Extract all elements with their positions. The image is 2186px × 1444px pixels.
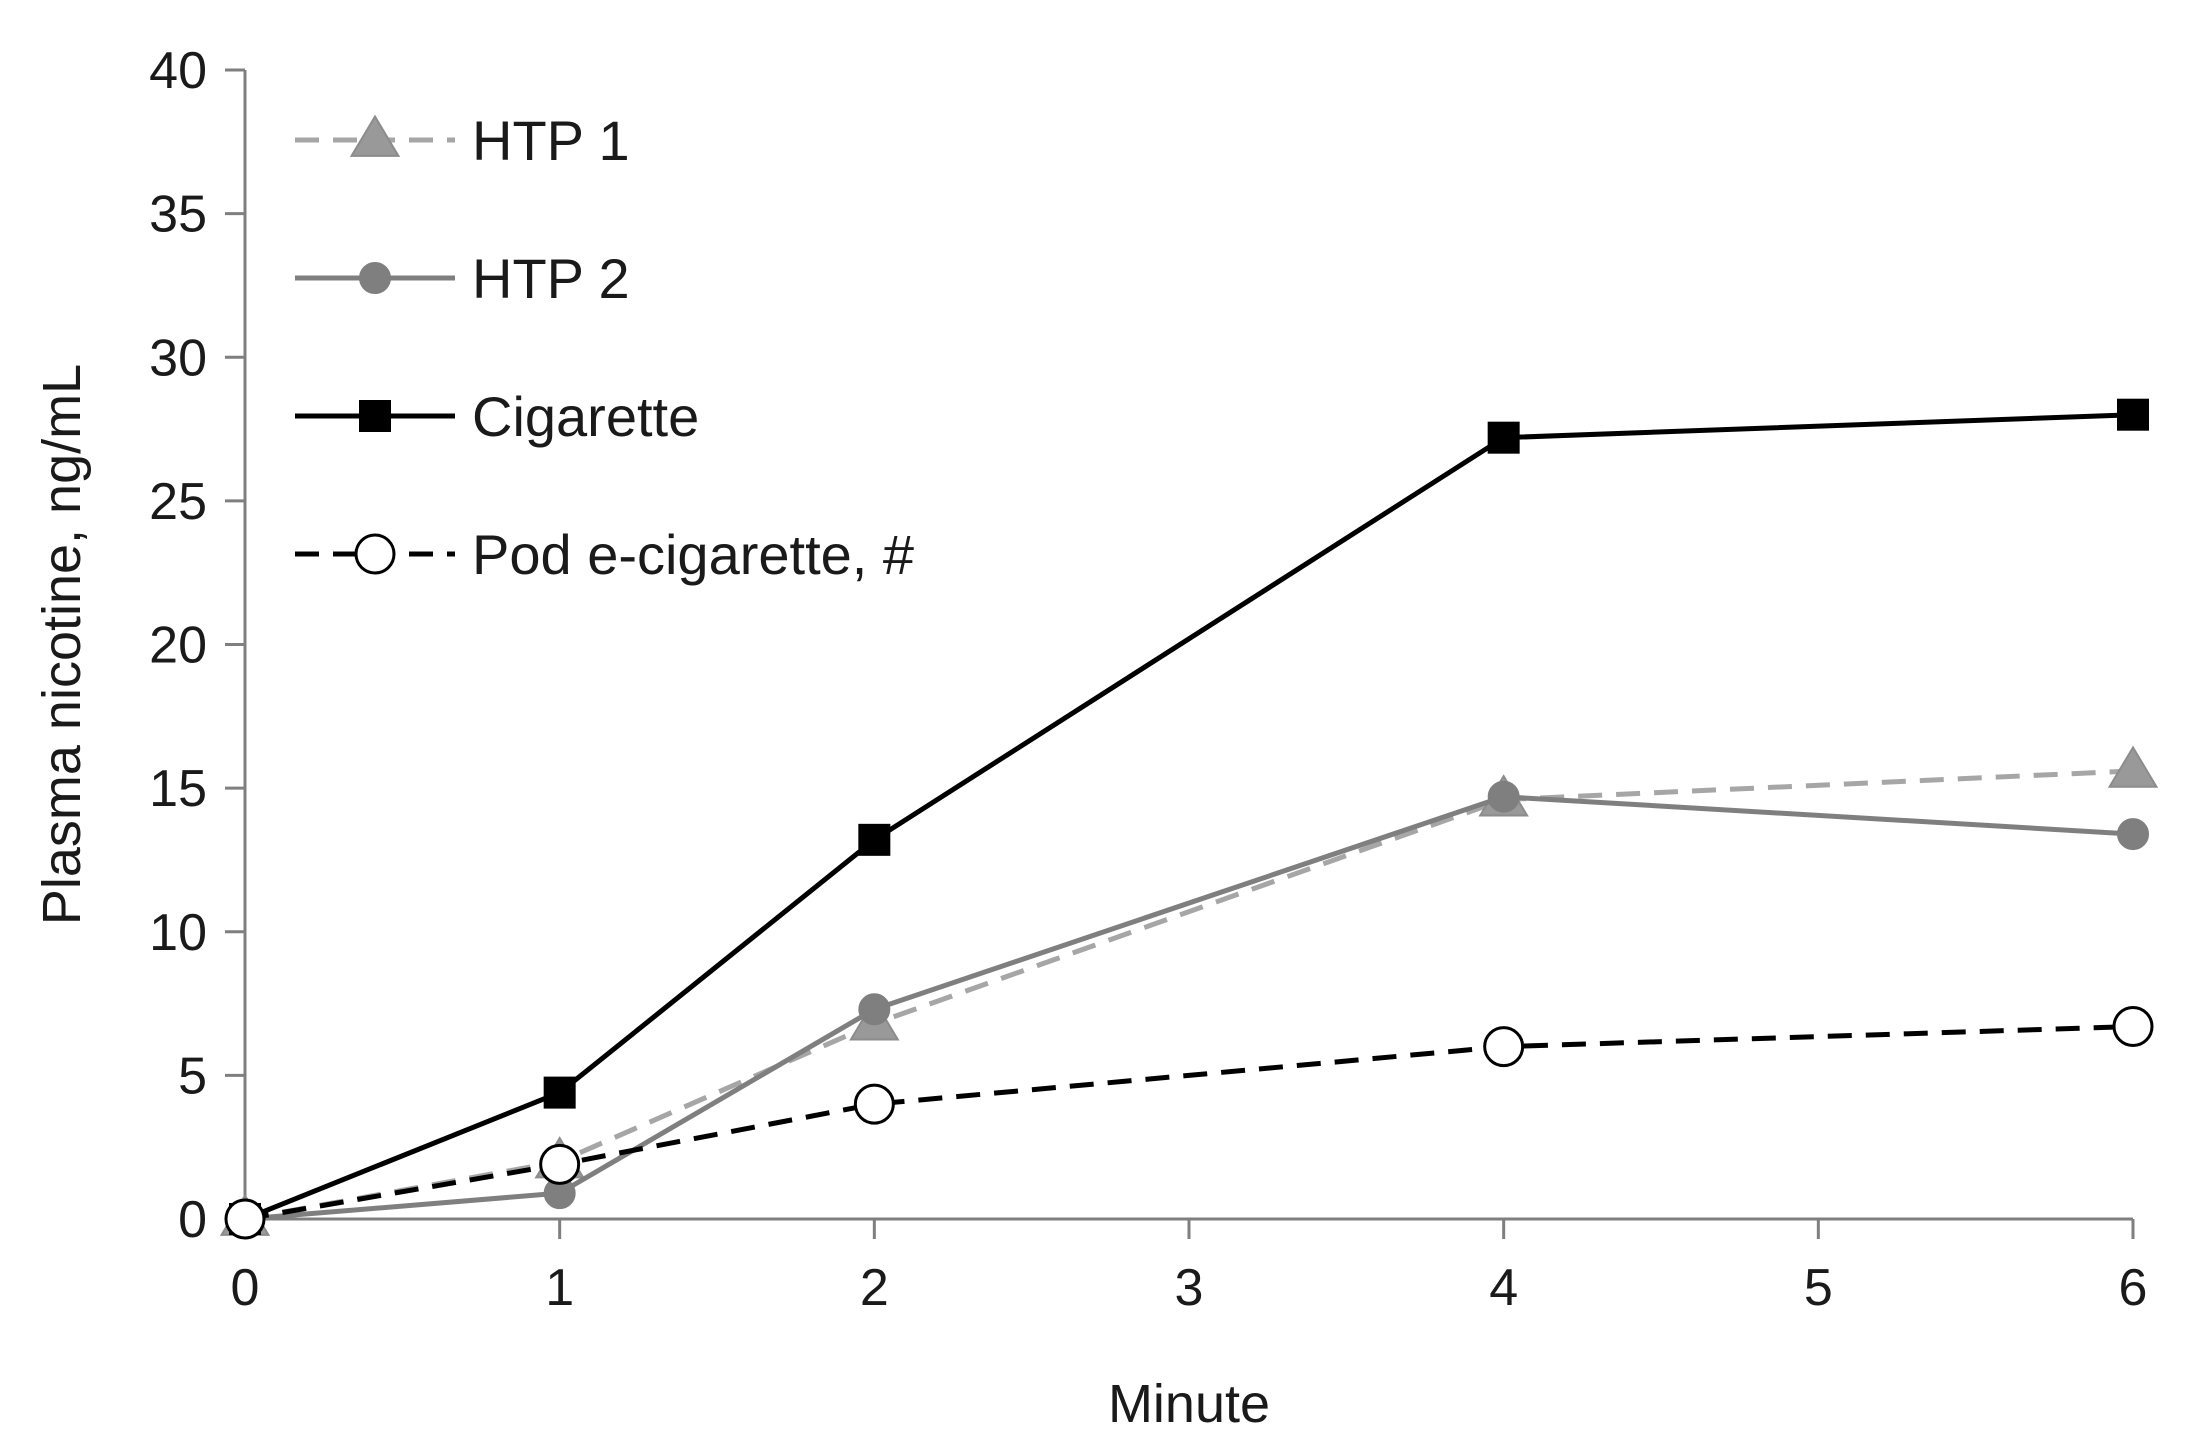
y-tick-label: 10 (149, 904, 207, 962)
legend-swatch-marker (359, 400, 391, 432)
legend-swatch-marker (354, 533, 396, 575)
legend-label: Cigarette (472, 385, 699, 448)
legend-label: HTP 2 (472, 247, 630, 310)
legend-item: Cigarette (295, 385, 699, 448)
data-point (2117, 398, 2149, 431)
legend-swatch-marker (359, 262, 391, 294)
data-point (2112, 1006, 2154, 1048)
y-axis-title: Plasma nicotine, ng/mL (32, 364, 92, 925)
axes: 0 5 10 15 20 25 30 35 40 0 1 2 3 4 5 6 (149, 42, 2147, 1317)
legend-label: Pod e-cigarette, # (472, 523, 914, 586)
data-point (2117, 818, 2149, 851)
series-line (244, 794, 2134, 1222)
y-tick-label: 15 (149, 760, 207, 818)
data-point (858, 823, 891, 856)
legend-swatch-marker (349, 114, 401, 157)
data-point (1487, 780, 1520, 813)
x-tick-label: 5 (1804, 1259, 1833, 1317)
y-tick-label: 30 (149, 329, 207, 387)
x-tick-label: 3 (1175, 1259, 1204, 1317)
series-group (219, 398, 2159, 1240)
data-point (539, 1143, 581, 1185)
x-tick-label: 6 (2119, 1259, 2148, 1317)
legend-item: Pod e-cigarette, # (295, 523, 914, 586)
legend-item: HTP 1 (295, 109, 630, 172)
legend-label: HTP 1 (472, 109, 630, 172)
y-tick-label: 5 (178, 1047, 207, 1105)
series-line (244, 768, 2134, 1222)
data-point (224, 1198, 266, 1240)
data-point (1483, 1026, 1525, 1068)
data-point (853, 1083, 895, 1125)
y-tick-label: 25 (149, 473, 207, 531)
legend-item: HTP 2 (295, 247, 630, 310)
y-tick-label: 20 (149, 617, 207, 675)
x-axis-title: Minute (1108, 1374, 1270, 1434)
x-tick-label: 2 (860, 1259, 889, 1317)
data-point (2107, 745, 2159, 788)
series-4 (224, 1006, 2154, 1240)
data-point (858, 993, 891, 1026)
x-tick-label: 1 (545, 1259, 574, 1317)
x-tick-label: 4 (1489, 1259, 1518, 1317)
y-tick-label: 0 (178, 1191, 207, 1249)
x-tick-label: 0 (231, 1259, 260, 1317)
series-2 (229, 780, 2149, 1235)
legend: HTP 1 HTP 2 Cigarette Pod e-cigarette, # (295, 109, 914, 586)
data-point (1487, 421, 1520, 454)
data-point (543, 1076, 576, 1109)
y-tick-label: 35 (149, 186, 207, 244)
series-line (244, 1024, 2134, 1222)
y-tick-label: 40 (149, 42, 207, 100)
